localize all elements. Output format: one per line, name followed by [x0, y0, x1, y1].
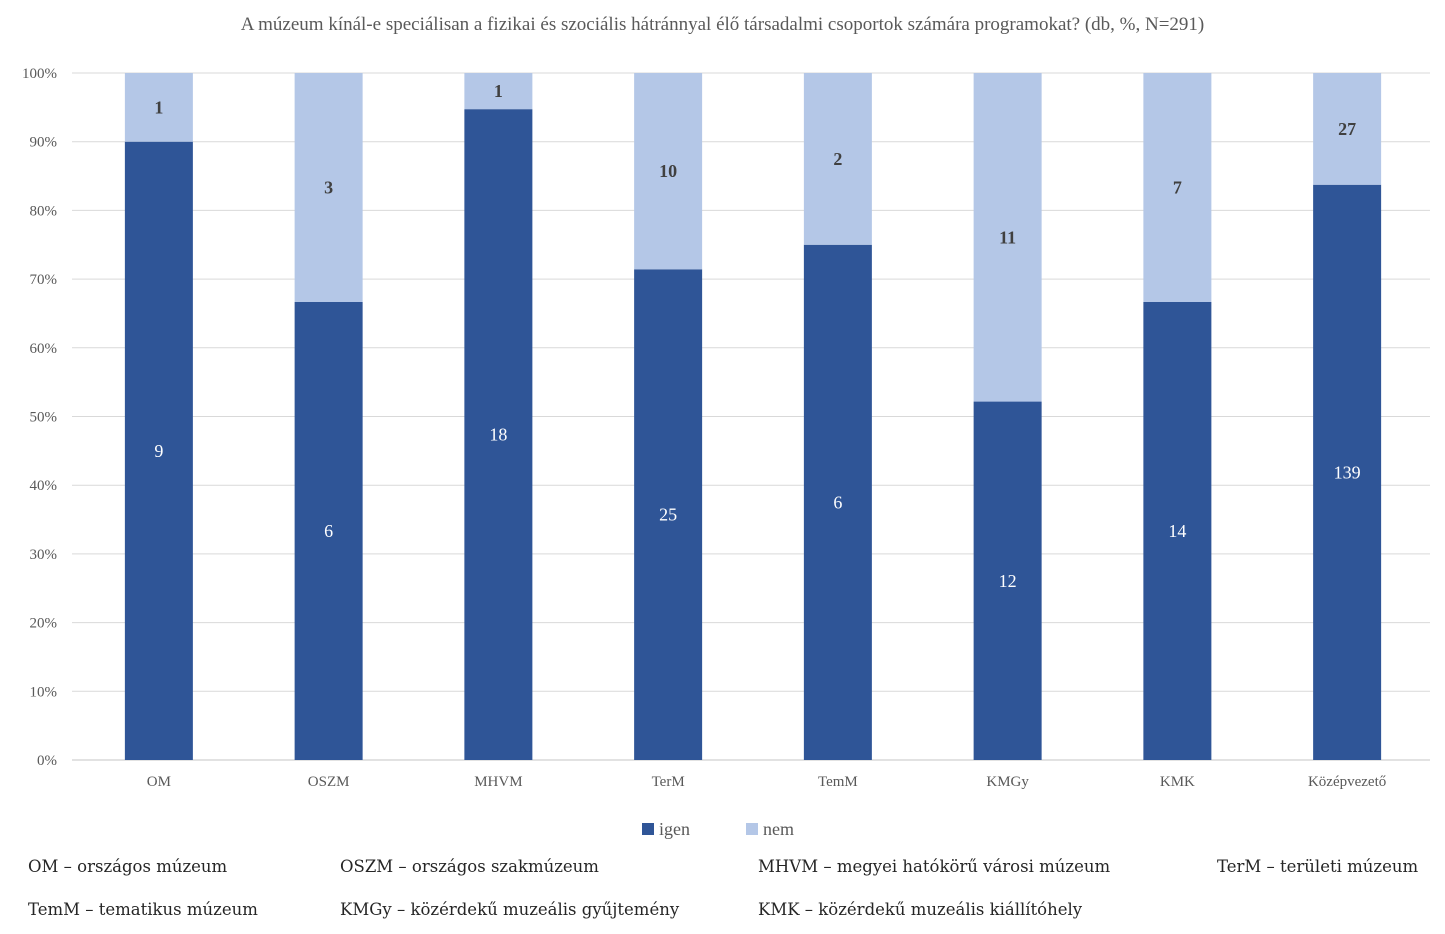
x-tick-label: MHVM	[474, 774, 522, 790]
data-label-igen: 12	[999, 571, 1017, 591]
data-label-nem: 27	[1338, 119, 1356, 139]
y-tick-label: 90%	[30, 135, 58, 151]
y-tick-label: 0%	[37, 753, 57, 769]
y-tick-label: 100%	[22, 66, 57, 82]
x-tick-label: KMGy	[986, 774, 1029, 790]
legend-label: nem	[763, 819, 794, 839]
bar-nem-Középvezető	[1313, 73, 1382, 185]
y-tick-label: 10%	[30, 684, 58, 700]
x-tick-label: Középvezető	[1308, 774, 1386, 790]
legend-swatch	[642, 823, 654, 835]
data-label-nem: 11	[999, 227, 1016, 247]
x-tick-label: TerM	[652, 774, 685, 790]
bar-nem-OSZM	[294, 73, 363, 302]
y-tick-label: 60%	[30, 341, 58, 357]
x-tick-label: KMK	[1160, 774, 1195, 790]
data-label-igen: 18	[489, 425, 507, 445]
data-label-igen: 139	[1334, 462, 1361, 482]
bar-igen-OSZM	[294, 302, 363, 760]
y-tick-label: 20%	[30, 616, 58, 632]
bar-igen-KMK	[1143, 302, 1212, 760]
data-label-nem: 3	[324, 178, 333, 198]
bar-igen-KMGy	[973, 401, 1042, 760]
bar-nem-MHVM	[464, 73, 533, 110]
bar-igen-Középvezető	[1313, 184, 1382, 760]
y-tick-label: 40%	[30, 478, 58, 494]
data-label-igen: 14	[1168, 521, 1186, 541]
x-tick-label: OM	[147, 774, 171, 790]
bar-nem-KMGy	[973, 73, 1042, 402]
data-label-nem: 1	[154, 97, 163, 117]
data-label-nem: 1	[494, 81, 503, 101]
legend-item-igen: igen	[642, 819, 690, 839]
chart-title: A múzeum kínál-e speciálisan a fizikai é…	[240, 14, 1205, 35]
bar-nem-TemM	[803, 73, 872, 245]
bar-nem-KMK	[1143, 73, 1212, 302]
bar-igen-TerM	[634, 269, 703, 760]
y-tick-label: 70%	[30, 272, 58, 288]
data-label-nem: 7	[1173, 178, 1182, 198]
data-label-igen: 25	[659, 505, 677, 525]
x-tick-label: OSZM	[308, 774, 350, 790]
data-label-nem: 2	[833, 149, 842, 169]
bar-igen-TemM	[803, 244, 872, 760]
x-tick-label: TemM	[818, 774, 858, 790]
data-label-igen: 9	[154, 441, 163, 461]
bar-igen-OM	[124, 141, 193, 760]
data-label-igen: 6	[324, 521, 333, 541]
bar-nem-OM	[124, 73, 193, 142]
legend-item-nem: nem	[746, 819, 794, 839]
legend-swatch	[746, 823, 758, 835]
y-tick-label: 30%	[30, 547, 58, 563]
y-tick-label: 50%	[30, 410, 58, 426]
data-label-igen: 6	[833, 492, 842, 512]
data-label-nem: 10	[659, 161, 677, 181]
bar-nem-TerM	[634, 73, 703, 270]
bar-igen-MHVM	[464, 109, 533, 760]
legend-label: igen	[659, 819, 690, 839]
y-tick-label: 80%	[30, 203, 58, 219]
